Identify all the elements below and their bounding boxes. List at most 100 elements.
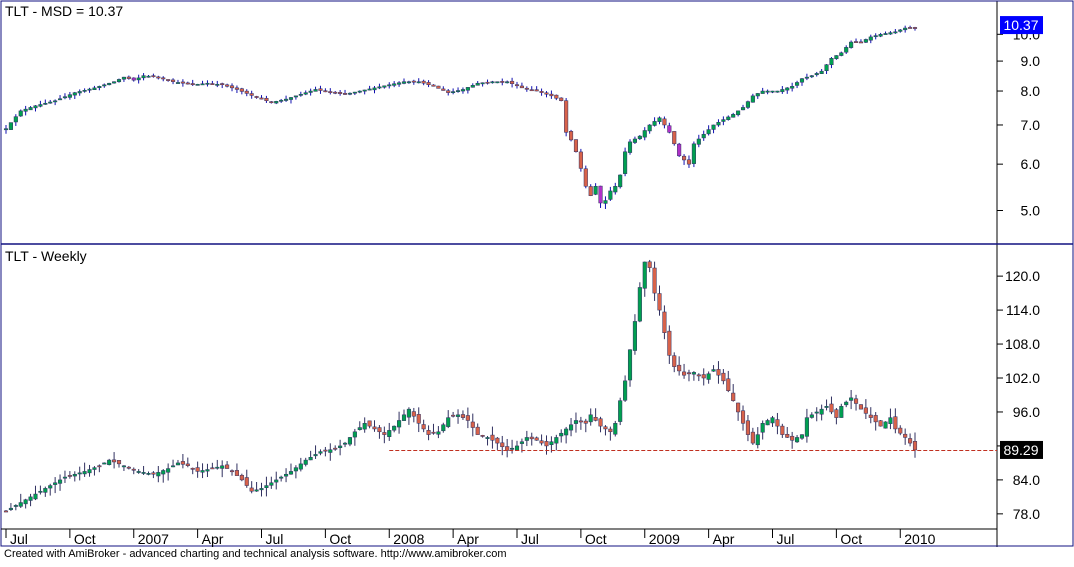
bottom-candle [701,368,706,386]
bottom-candle [318,449,323,456]
bottom-candle [357,421,362,431]
candle-body [760,423,765,433]
y-tick-label: 7.0 [1021,117,1041,133]
bottom-candle [588,408,593,426]
candle-body [642,130,647,138]
candle-body [888,32,893,35]
bottom-candle [569,417,574,437]
candle-body [898,29,903,32]
top-candle [161,76,166,82]
top-candle [436,85,441,89]
candle-body [406,408,411,418]
bottom-last-value-label: 89.29 [1003,442,1038,458]
candle-body [721,119,726,122]
bottom-candle [716,361,721,384]
candle-body [318,88,323,91]
candle-body [156,472,161,477]
bottom-candle [107,458,112,466]
candle-body [883,421,888,429]
top-candle [868,34,873,44]
top-candle [662,116,667,129]
bottom-candle [853,394,859,411]
top-candle [888,31,893,35]
candle-body [77,91,82,94]
bottom-candle [706,371,711,384]
top-candle [293,95,298,100]
bottom-candle [62,470,68,483]
candle-body [180,81,185,84]
top-candle [799,78,805,86]
candle-body [524,87,529,90]
top-candle [352,91,357,96]
candle-body [780,425,785,435]
candle-body [357,90,362,93]
candle-body [274,479,279,483]
top-candle [279,98,284,103]
candle-body [760,90,765,94]
top-candle [455,87,461,93]
top-candle [72,91,77,100]
candle-body [357,427,362,430]
bottom-candle [210,462,215,470]
candle-body [514,84,520,87]
candle-body [858,41,864,44]
bottom-candle [475,423,480,435]
top-candle [824,64,829,75]
footer-credit: Created with AmiBroker - advanced charti… [4,548,507,560]
bottom-candle [53,477,58,494]
candle-body [82,89,87,92]
candle-body [161,77,166,80]
top-candle [392,81,397,88]
top-candle [8,122,13,130]
bottom-candle [495,436,500,450]
bottom-candle [347,437,352,447]
top-candle [328,88,333,95]
bottom-candle [736,402,741,421]
top-candle [480,82,485,87]
candle-body [151,75,156,78]
candle-body [475,82,480,86]
y-tick-label: 108.0 [1005,336,1040,352]
y-tick-label: 5.0 [1021,203,1041,219]
candle-body [878,420,883,427]
candle-body [868,36,873,41]
chart-background [1,1,1073,544]
bottom-candle [696,373,701,382]
x-tick-label: Oct [329,531,351,547]
bottom-candle [313,445,318,459]
candle-body [775,90,780,93]
candle-body [564,428,569,436]
top-candle [146,75,151,78]
candle-body [416,81,421,84]
top-candle [667,122,672,134]
candle-body [844,401,849,406]
candle-body [48,101,53,104]
candle-body [97,465,102,468]
candle-body [269,482,274,486]
top-candle [195,83,200,86]
pane-frames [0,0,1074,547]
bottom-candle [795,435,800,443]
candle-body [716,122,721,126]
candle-body [171,465,176,468]
candle-body [559,97,564,101]
candle-body [583,420,588,424]
top-candle [608,186,613,201]
top-candle [210,80,215,85]
candle-body [3,128,9,131]
candle-body [288,471,294,475]
candle-body [377,86,382,89]
bottom-candle [849,389,854,410]
candle-body [229,470,235,473]
bottom-candle [750,427,755,445]
bottom-candle [293,465,298,479]
candle-body [706,129,711,135]
top-candle [726,115,731,121]
top-candle [883,31,888,35]
bottom-candle [873,412,878,431]
candle-body [239,88,244,92]
candle-body [446,417,451,427]
candle-body [112,459,117,463]
bottom-candle [804,408,809,443]
